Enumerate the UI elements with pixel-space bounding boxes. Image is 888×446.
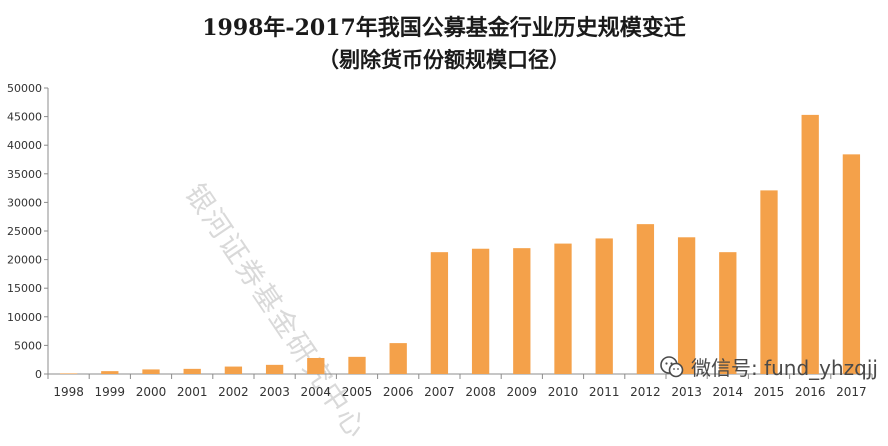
x-tick-label: 2001 — [177, 385, 208, 399]
x-tick-label: 2003 — [259, 385, 290, 399]
bar-2002 — [224, 366, 243, 374]
y-tick-label: 35000 — [7, 168, 42, 181]
x-tick-label: 2014 — [713, 385, 744, 399]
x-tick-label: 1999 — [95, 385, 126, 399]
y-tick-label: 15000 — [7, 282, 42, 295]
chart: 1998年-2017年我国公募基金行业历史规模变迁 （剔除货币份额规模口径） 银… — [7, 15, 878, 445]
wechat-badge: 微信号: fund_yhzqjj — [659, 352, 878, 381]
y-tick-label: 10000 — [7, 311, 42, 324]
x-tick-label: 2011 — [589, 385, 620, 399]
bar-1998 — [59, 373, 78, 374]
y-tick-label: 45000 — [7, 111, 42, 124]
bar-2009 — [513, 248, 531, 374]
y-tick-label: 30000 — [7, 196, 42, 209]
bar-plot: 0 5000 10000 15000 20000 25000 30000 35000 40000… — [7, 82, 873, 399]
y-tick-label: 25000 — [7, 225, 42, 238]
bar-2013 — [677, 237, 696, 374]
chart-title: 1998年-2017年我国公募基金行业历史规模变迁 — [202, 15, 686, 41]
wechat-icon — [660, 355, 684, 377]
bar-2016 — [801, 114, 819, 374]
bar-2001 — [183, 368, 201, 374]
y-tick-label: 40000 — [7, 139, 42, 152]
bar-2015 — [760, 190, 778, 374]
x-tick-label: 2004 — [301, 385, 332, 399]
x-tick-label: 2017 — [836, 385, 867, 399]
y-tick-label: 0 — [35, 368, 42, 381]
x-tick-label: 2012 — [630, 385, 661, 399]
wechat-label: 微信号: fund_yhzqjj — [690, 356, 878, 380]
x-tick-label: 2010 — [548, 385, 579, 399]
bar-2014 — [719, 252, 737, 374]
bar-2017 — [842, 154, 861, 374]
x-tick-label: 2008 — [465, 385, 496, 399]
y-tick-label: 50000 — [7, 82, 42, 95]
x-tick-label: 2005 — [342, 385, 373, 399]
x-tick-label: 2002 — [218, 385, 249, 399]
x-tick-label: 2016 — [795, 385, 826, 399]
bar-2007 — [430, 252, 449, 374]
bar-2011 — [595, 238, 613, 374]
x-tick-label: 2006 — [383, 385, 414, 399]
bar-2010 — [554, 243, 572, 374]
bar-1999 — [101, 371, 119, 374]
y-tick-label: 20000 — [7, 254, 42, 267]
y-tick-label: 5000 — [14, 339, 42, 352]
x-tick-label: 2007 — [424, 385, 455, 399]
bar-2006 — [389, 343, 407, 374]
chart-subtitle: （剔除货币份额规模口径） — [318, 47, 570, 72]
bar-2003 — [265, 364, 284, 374]
x-tick-label: 2009 — [507, 385, 538, 399]
bar-2012 — [636, 224, 655, 374]
x-tick-label: 2000 — [136, 385, 167, 399]
bar-2005 — [348, 356, 366, 374]
x-tick-label: 2013 — [671, 385, 702, 399]
bar-2008 — [471, 248, 490, 374]
x-tick-label: 1998 — [53, 385, 84, 399]
bar-2000 — [142, 369, 160, 374]
x-tick-label: 2015 — [754, 385, 785, 399]
bar-2004 — [307, 357, 325, 374]
